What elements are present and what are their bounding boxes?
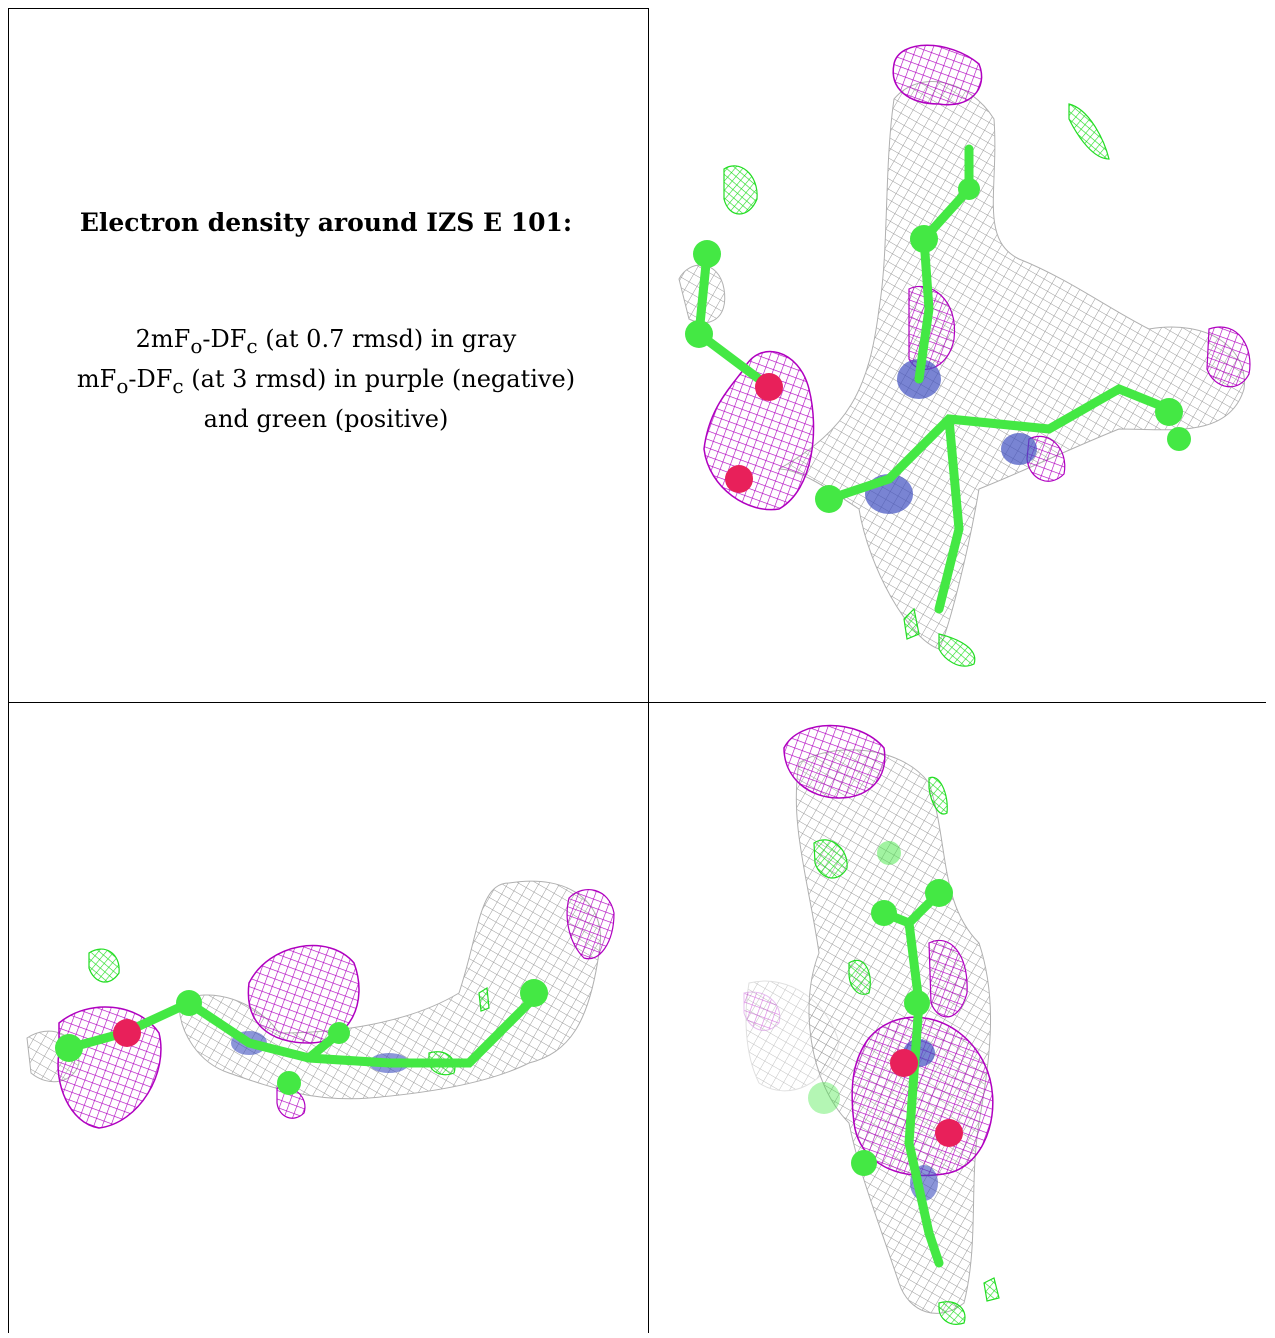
blue-atom-3 xyxy=(1001,433,1037,465)
green-mesh-1 xyxy=(723,165,758,215)
green-mesh-2 xyxy=(928,776,948,815)
figure-grid: Electron density around IZS E 101: 2mFo-… xyxy=(8,8,1266,1333)
green-mesh-3 xyxy=(938,633,976,667)
border-top xyxy=(8,8,648,9)
gray-mesh-main xyxy=(777,81,1245,650)
line2-sub1: o xyxy=(116,373,129,398)
green-mesh-5 xyxy=(983,1277,1000,1302)
view-top-right xyxy=(649,9,1266,701)
purple-mesh-top xyxy=(783,724,886,799)
line1-prefix: 2mF xyxy=(135,325,191,353)
atoms-top-right xyxy=(685,178,1191,513)
line2-mid: -DF xyxy=(128,364,173,393)
line2-prefix: mF xyxy=(76,364,117,393)
green-mesh-1 xyxy=(88,948,120,983)
caption-line-1: 2mFo-DFc (at 0.7 rmsd) in gray xyxy=(8,323,644,363)
caption-line-3: and green (positive) xyxy=(203,404,449,433)
purple-mesh-right xyxy=(1206,326,1251,388)
green-mesh-3 xyxy=(848,959,871,995)
caption-description: 2mFo-DFc (at 0.7 rmsd) in gray mFo-DFc (… xyxy=(8,323,644,436)
view-bottom-right xyxy=(649,703,1266,1333)
purple-mesh-faded xyxy=(743,991,781,1031)
green-mesh-4 xyxy=(938,1301,966,1325)
line2-sub2: c xyxy=(172,373,184,398)
line2-suffix: (at 3 rmsd) in purple (negative) xyxy=(183,364,576,393)
line1-sub1: o xyxy=(190,333,203,358)
border-row-divider xyxy=(8,702,1266,703)
green-mesh-1 xyxy=(813,839,848,879)
atoms-bottom-left xyxy=(55,979,548,1095)
caption-line-2: mFo-DFc (at 3 rmsd) in purple (negative) xyxy=(8,363,644,403)
green-mesh-3 xyxy=(478,986,490,1012)
border-left xyxy=(8,8,9,1333)
density-render-bottom-right xyxy=(743,724,1000,1325)
border-middle xyxy=(648,8,649,1333)
density-render-bottom-left xyxy=(26,880,615,1129)
purple-mesh-right xyxy=(566,889,615,960)
line1-suffix: (at 0.7 rmsd) in gray xyxy=(257,325,517,353)
purple-mesh-center xyxy=(247,944,360,1044)
line1-mid: -DF xyxy=(202,325,247,353)
caption-cell: Electron density around IZS E 101: 2mFo-… xyxy=(8,8,644,702)
atoms-bottom-right xyxy=(808,841,963,1176)
line1-sub2: c xyxy=(246,333,258,358)
caption-title: Electron density around IZS E 101: xyxy=(79,208,573,237)
green-mesh-2 xyxy=(1068,103,1110,160)
green-mesh-4 xyxy=(903,607,920,640)
purple-mesh-top xyxy=(892,44,983,106)
density-render-top-right xyxy=(678,44,1251,667)
purple-mesh-mid xyxy=(928,939,968,1018)
view-bottom-left xyxy=(9,703,648,1333)
